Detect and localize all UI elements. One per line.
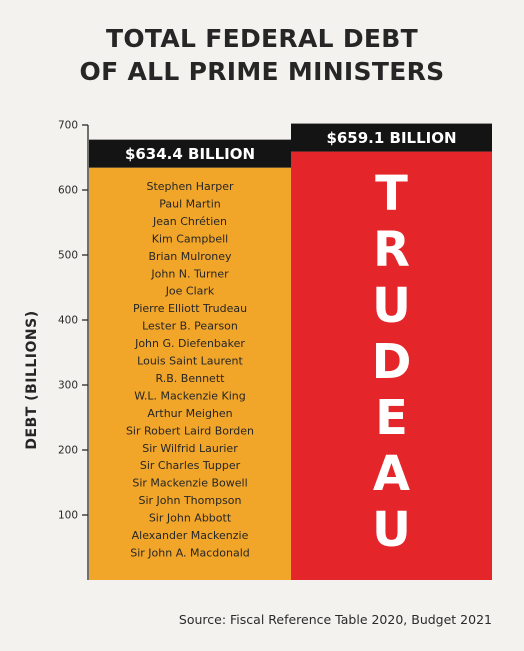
y-tick-label: 300 [58,380,78,392]
prime-minister-name: Brian Mulroney [148,250,232,263]
prime-minister-name: Arthur Meighen [147,407,232,420]
bar-value-label: $659.1 BILLION [326,129,456,147]
y-tick-label: 600 [58,185,78,197]
chart-title: TOTAL FEDERAL DEBT OF ALL PRIME MINISTER… [0,22,524,88]
prime-minister-name: Sir Wilfrid Laurier [142,442,238,455]
y-tick-label: 200 [58,445,78,457]
prime-minister-name: R.B. Bennett [156,372,226,385]
y-tick-label: 400 [58,315,78,327]
prime-minister-name: W.L. Mackenzie King [134,389,246,402]
prime-minister-name: Paul Martin [159,197,221,210]
y-tick-label: 700 [58,120,78,132]
source-note: Source: Fiscal Reference Table 2020, Bud… [178,612,492,627]
prime-minister-name: Sir John Thompson [138,494,241,507]
y-tick-label: 500 [58,250,78,262]
prime-minister-name: Sir John Abbott [149,512,232,525]
prime-minister-name: Kim Campbell [152,232,228,245]
trudeau-letter: R [373,222,410,278]
prime-minister-name: Sir John A. Macdonald [130,546,250,559]
trudeau-letter: A [373,446,410,502]
trudeau-letter: E [375,390,408,446]
prime-minister-name: John G. Diefenbaker [134,337,245,350]
trudeau-letter: D [372,334,412,390]
prime-minister-name: Jean Chrétien [152,215,227,228]
prime-minister-name: Alexander Mackenzie [132,529,249,542]
bar-value-label: $634.4 BILLION [125,145,255,163]
prime-minister-name: Stephen Harper [146,180,234,193]
prime-minister-name: Sir Robert Laird Borden [126,424,254,437]
trudeau-letter: U [372,278,411,334]
bar-trudeau [291,151,492,580]
bars: $634.4 BILLION Stephen Harper Paul Martin J… [89,123,492,580]
bar-all-other-prime-ministers [89,167,291,580]
trudeau-letter: T [375,166,408,222]
value-label-box [291,123,492,152]
prime-minister-name: Joe Clark [165,285,215,298]
y-axis: 100 200 300 400 500 600 700 [58,120,89,580]
y-tick-label: 100 [58,510,78,522]
prime-minister-name: Sir Charles Tupper [140,459,241,472]
prime-minister-name: Pierre Elliott Trudeau [133,302,247,315]
y-axis-label: DEBT (BILLIONS) [24,310,40,449]
prime-minister-name: Lester B. Pearson [142,320,238,333]
prime-minister-name: Louis Saint Laurent [137,355,243,368]
prime-minister-name: John N. Turner [150,267,229,280]
chart-title-line-2: OF ALL PRIME MINISTERS [79,57,445,86]
prime-minister-name: Sir Mackenzie Bowell [132,477,247,490]
trudeau-letter: U [372,502,411,558]
value-label-box [89,139,291,168]
chart-title-line-1: TOTAL FEDERAL DEBT [106,24,418,53]
